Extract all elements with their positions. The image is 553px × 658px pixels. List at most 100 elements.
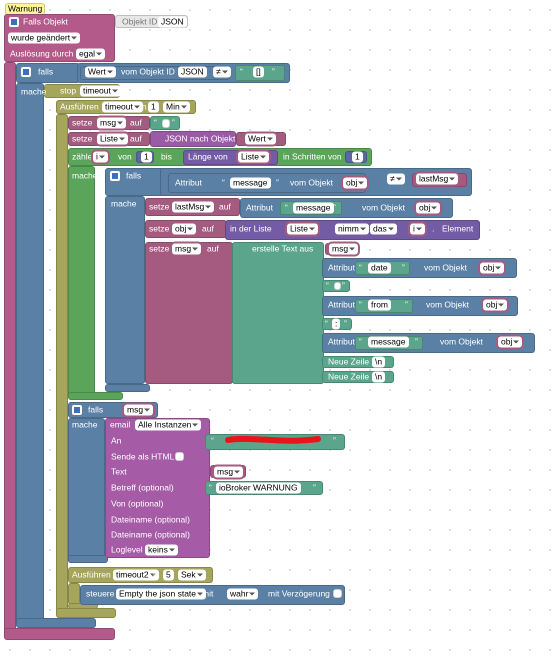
mutator-icon[interactable] [21,67,31,77]
block-label: Attribut [328,262,355,273]
block-label: Attribut [246,202,273,213]
input-field[interactable]: 1 [352,151,363,163]
variable-field[interactable]: Wert [245,133,276,145]
input-field[interactable]: [] [253,66,264,78]
block-label: Dateiname (optional) [111,514,190,525]
input-field[interactable]: : [332,318,341,330]
mutator-icon[interactable] [9,17,19,27]
input-field[interactable]: JSON [158,16,187,28]
variable-field[interactable]: obj [416,202,441,214]
dropdown-field[interactable]: Alle Instanzen [135,419,202,431]
block-shape [334,282,341,290]
variable-field[interactable]: msg [214,466,244,478]
variable-field[interactable]: obj [483,299,508,311]
block-label: vom Objekt [362,202,405,213]
input-field[interactable]: message [293,202,334,214]
block-label: Dateiname (optional) [111,529,190,540]
dropdown-field[interactable]: ≠ [213,66,231,78]
variable-field[interactable]: lastMsg [172,201,215,213]
block-shape [68,392,123,400]
input-field[interactable]: message [230,177,271,189]
block-label: setze [72,133,93,144]
dropdown-field[interactable]: das [370,223,397,235]
mutator-icon[interactable] [72,405,82,415]
block-label: Sende als HTML [111,451,175,462]
block-label: JSON nach Objekt [165,133,236,144]
dropdown-field[interactable]: timeout [80,85,121,97]
dropdown-field[interactable]: egal [76,48,106,60]
block-label: ” [272,66,275,77]
input-field[interactable]: JSON [178,66,207,78]
block-label: “ [209,482,212,493]
dropdown-field[interactable]: wahr [227,588,259,600]
block-label: Attribut [328,299,355,310]
variable-field[interactable]: Liste [97,133,128,145]
variable-field[interactable]: obj [343,177,368,189]
input-field[interactable]: message [368,336,409,348]
dropdown-field[interactable]: Wert [85,66,116,78]
dropdown-field[interactable]: timeout [102,101,143,113]
input-field[interactable]: date [368,262,391,274]
variable-field[interactable]: msg [124,404,154,416]
variable-field[interactable]: i [410,223,425,235]
block-shape [150,131,236,147]
block-shape [145,242,233,384]
block-label: auf [219,201,231,212]
block-label: in der Liste [230,223,272,234]
block-label: ” [344,318,347,329]
variable-field[interactable]: Liste [287,223,318,235]
dropdown-field[interactable]: Min [163,101,190,113]
block-label: mache [72,419,98,430]
block-shape [68,555,108,563]
block-label: in [153,569,160,580]
variable-field[interactable]: i [93,151,108,163]
block-label: von [118,151,132,162]
variable-field[interactable]: obj [498,336,523,348]
dropdown-field[interactable]: nimm [335,223,369,235]
input-field[interactable]: \n [372,356,386,368]
block-label: Loglevel [111,544,143,555]
block-label: Element [442,223,474,234]
variable-field[interactable]: lastMsg [416,173,459,185]
block-label: “ [285,202,288,213]
variable-field[interactable]: msg [97,117,127,129]
dropdown-field[interactable]: ≠ [387,173,405,185]
block-label: vom Objekt [424,262,467,273]
input-field[interactable]: from [368,299,391,311]
dropdown-field[interactable]: Sek [178,569,206,581]
block-label: ” [342,280,345,291]
block-label: in Schritten von [283,151,342,162]
mutator-icon[interactable] [110,171,120,181]
block-label: in [140,101,147,112]
block-label: “ [359,299,362,310]
block-label: ” [405,299,408,310]
block-label: auf [130,117,142,128]
variable-field[interactable]: msg [329,243,359,255]
dropdown-field[interactable]: Empty the json state [116,588,207,600]
block-shape [16,618,96,628]
input-field[interactable]: 1 [148,101,159,113]
dropdown-field[interactable]: keins [145,544,178,556]
input-field[interactable]: \n [372,371,386,383]
dropdown-field[interactable]: timeout2 [113,569,159,581]
variable-field[interactable]: msg [172,243,202,255]
block-label: ” [333,202,336,213]
variable-field[interactable]: obj [480,262,505,274]
variable-field[interactable]: obj [172,223,197,235]
block-label: Text [111,466,127,477]
block-label: setze [149,223,170,234]
block-shape [68,418,105,563]
dropdown-field[interactable]: wurde geändert [8,32,81,44]
block-label: “ [359,262,362,273]
block-shape [4,628,115,640]
block-label: Von (optional) [111,498,164,509]
block-shape [105,196,145,384]
block-label: zähle [72,151,93,162]
block-label: “ [222,177,225,188]
input-field[interactable]: 1 [141,151,152,163]
block-label: Ausführen [60,101,99,112]
block-label: setze [149,243,170,254]
variable-field[interactable]: Liste [238,151,269,163]
input-field[interactable]: 5 [163,569,174,581]
input-field[interactable]: ioBroker WARNUNG [216,482,301,494]
